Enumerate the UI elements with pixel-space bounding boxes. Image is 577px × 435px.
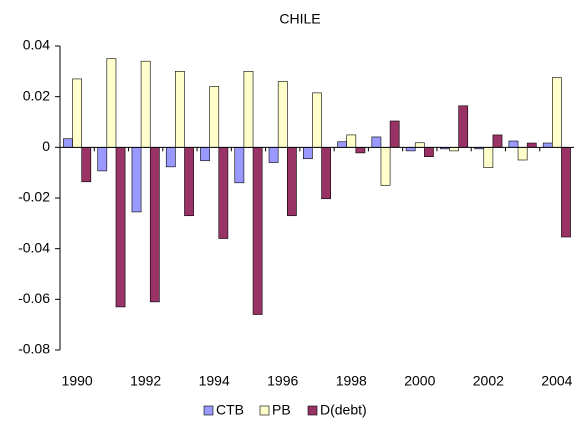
y-tick-label: -0.06 (18, 290, 50, 306)
bar (449, 147, 459, 152)
legend-label: PB (272, 402, 291, 418)
y-tick-label: 0 (42, 138, 50, 154)
x-tick-label: 2000 (404, 373, 435, 389)
bar (277, 81, 288, 148)
bar (131, 147, 142, 213)
bar (72, 78, 83, 148)
bar (106, 58, 117, 148)
bar (184, 147, 194, 217)
legend-swatch (203, 405, 214, 416)
bar (405, 147, 416, 152)
bar (389, 120, 400, 148)
bar (81, 147, 92, 183)
bar (508, 140, 519, 148)
bar (218, 147, 229, 239)
bar (561, 147, 571, 238)
x-tick-label: 1994 (199, 373, 230, 389)
bar (209, 86, 220, 148)
bar (551, 77, 562, 148)
bar (517, 147, 528, 161)
bar (337, 141, 347, 148)
bar (165, 147, 176, 168)
x-tick-label: 1992 (130, 373, 161, 389)
bar (542, 142, 553, 148)
bar (424, 147, 434, 158)
bar (243, 71, 254, 148)
bar (97, 147, 108, 172)
bar (312, 92, 322, 148)
chart-title: CHILE (279, 11, 320, 27)
legend-label: D(debt) (320, 402, 367, 418)
bar (302, 147, 313, 160)
bar (149, 147, 160, 303)
bar (234, 147, 245, 184)
y-tick-label: 0.04 (23, 37, 50, 53)
bar (355, 147, 366, 154)
y-tick-label: -0.04 (18, 239, 50, 255)
bar (371, 136, 382, 148)
bar (483, 147, 494, 168)
x-tick-label: 2002 (473, 373, 504, 389)
legend-swatch (259, 405, 270, 416)
legend-swatch (307, 405, 318, 416)
bar (321, 147, 332, 200)
bar (380, 147, 391, 186)
bar (492, 134, 503, 148)
x-tick-label: 1998 (336, 373, 367, 389)
legend-label: CTB (216, 402, 244, 418)
y-tick-label: -0.08 (18, 341, 50, 357)
bar (458, 105, 469, 148)
bar (63, 138, 73, 148)
bar (414, 142, 425, 148)
bar (287, 147, 297, 217)
x-tick-label: 1996 (267, 373, 298, 389)
x-tick-label: 2004 (541, 373, 572, 389)
bar (268, 147, 279, 163)
bar (346, 134, 357, 148)
y-tick-label: -0.02 (18, 189, 50, 205)
x-tick-label: 1990 (62, 373, 93, 389)
bar (140, 60, 151, 148)
bar (115, 147, 126, 308)
bar (526, 142, 537, 148)
bar (175, 71, 185, 148)
bar (200, 147, 210, 162)
bar (252, 147, 263, 315)
y-tick-label: 0.02 (23, 87, 50, 103)
